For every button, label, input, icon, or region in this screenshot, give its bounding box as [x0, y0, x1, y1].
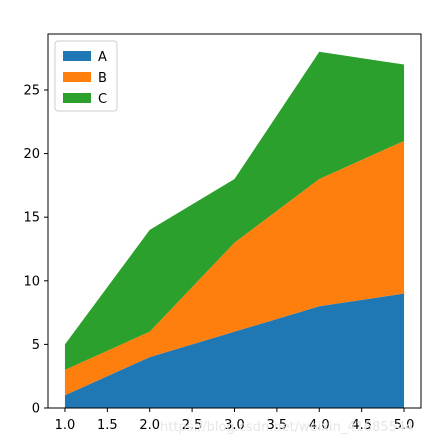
x-tick-label: 2.0	[139, 418, 160, 433]
x-tick-label: 1.0	[55, 418, 76, 433]
y-tick-label: 25	[23, 83, 40, 98]
x-tick-label: 3.5	[267, 418, 288, 433]
x-tick-label: 3.0	[224, 418, 245, 433]
x-tick-label: 4.5	[351, 418, 372, 433]
y-tick-label: 5	[32, 338, 40, 353]
area-layers	[64, 51, 405, 408]
y-axis: 0 5 10 15 20 25	[23, 83, 48, 417]
x-tick-label: 5.0	[394, 418, 415, 433]
legend: ABC	[54, 40, 118, 112]
legend-label-B: B	[98, 71, 107, 86]
legend-label-A: A	[98, 50, 107, 65]
area-series-B	[64, 140, 405, 396]
legend-swatch-B	[63, 72, 91, 82]
y-tick-label: 20	[23, 147, 40, 162]
area-series-A	[64, 293, 405, 408]
x-tick-label: 2.5	[182, 418, 203, 433]
y-tick-label: 10	[23, 274, 40, 289]
x-tick-label: 1.5	[97, 418, 118, 433]
x-axis: 1.0 1.5 2.0 2.5 3.0 3.5 4.0 4.5 5.0	[55, 408, 415, 433]
watermark-text: https://blog.csdn.net/weixin_41685544	[160, 420, 414, 435]
y-tick-label: 15	[23, 211, 40, 226]
area-series-C	[64, 51, 405, 370]
y-tick-label: 0	[32, 402, 40, 417]
x-tick-label: 4.0	[309, 418, 330, 433]
legend-swatch-C	[63, 93, 91, 103]
legend-swatch-A	[63, 51, 91, 61]
legend-label-C: C	[98, 92, 107, 107]
